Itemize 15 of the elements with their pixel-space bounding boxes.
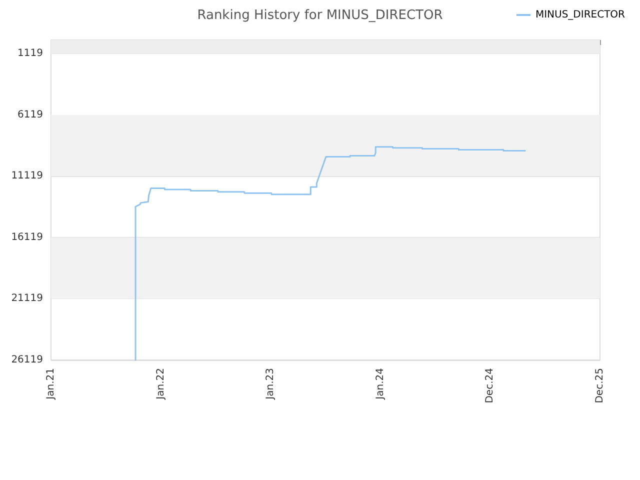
- y-tick-label: 1119: [18, 48, 43, 60]
- x-tick-label: Dec.24: [484, 368, 496, 404]
- line-series: [134, 146, 526, 361]
- x-tick-label: Dec.25: [594, 368, 606, 404]
- y-tick-label: 11119: [11, 170, 43, 182]
- chart-title: Ranking History for MINUS_DIRECTOR: [197, 8, 443, 23]
- x-tick-label: Jan.24: [374, 368, 386, 400]
- y-tick-label: 6119: [18, 109, 43, 120]
- y-tick-label: 26119: [11, 354, 43, 366]
- legend-label: MINUS_DIRECTOR: [535, 10, 626, 20]
- x-tick-label: Jan.23: [265, 368, 276, 400]
- y-tick-label: 16119: [11, 232, 43, 243]
- x-tick-label: Jan.21: [46, 368, 56, 400]
- y-tick-label: 21119: [11, 293, 43, 304]
- x-tick-label: Jan.22: [155, 368, 166, 400]
